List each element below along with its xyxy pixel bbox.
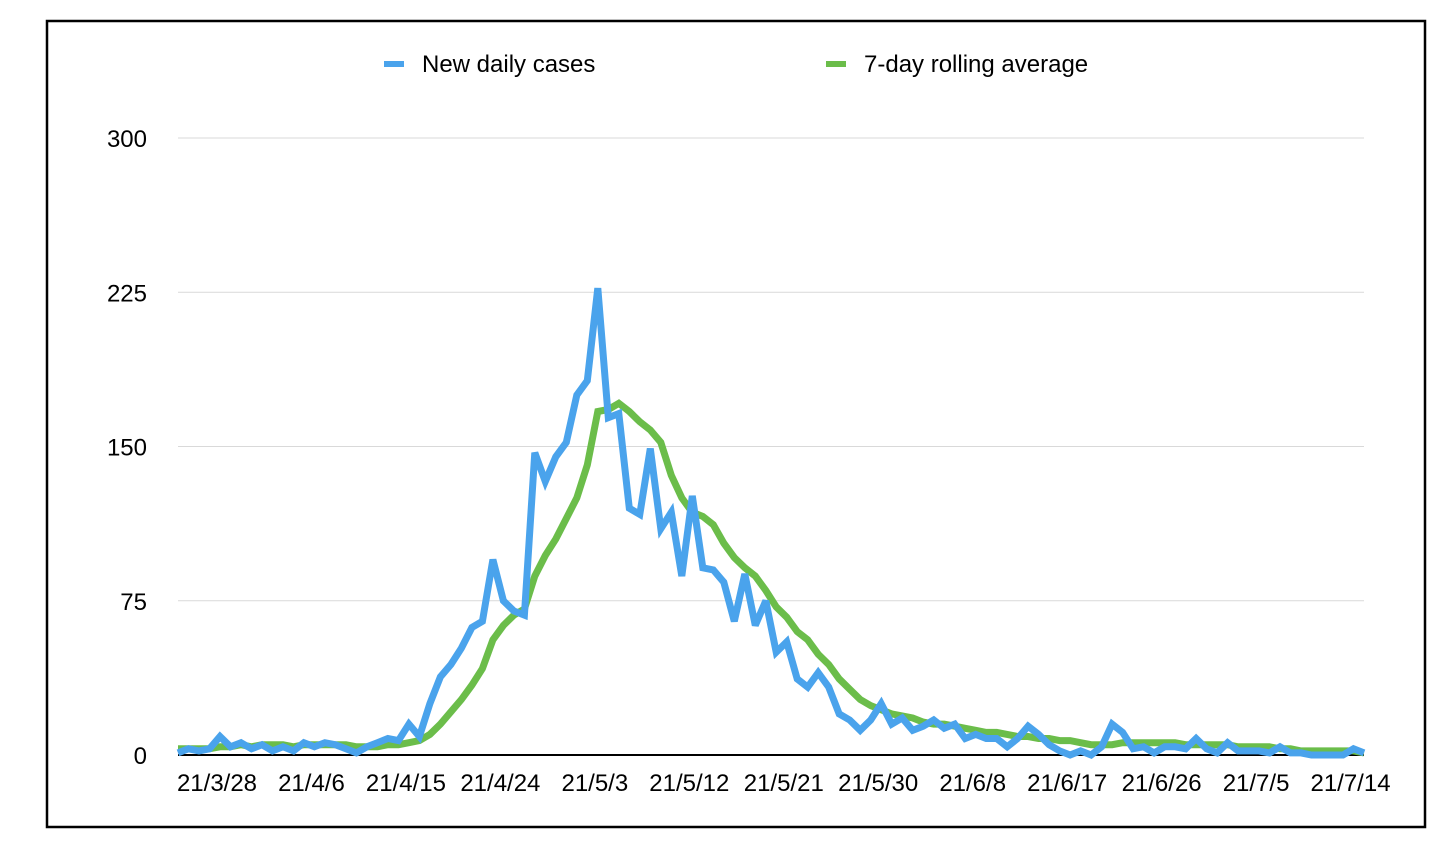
x-tick-label: 21/4/15 [366, 770, 446, 797]
series-line-new-daily-cases [176, 287, 1366, 759]
x-tick-label: 21/4/6 [278, 770, 345, 797]
x-tick-label: 21/5/12 [649, 770, 729, 797]
series-lines [176, 287, 1366, 759]
x-tick-label: 21/6/17 [1027, 770, 1107, 797]
chart-frame [45, 19, 1427, 829]
x-tick-label: 21/7/5 [1223, 770, 1290, 797]
y-tick-label: 75 [120, 589, 147, 616]
x-tick-label: 21/5/3 [561, 770, 628, 797]
y-tick-label: 150 [107, 435, 147, 462]
x-tick-label: 21/3/28 [177, 770, 257, 797]
x-tick-label: 21/6/26 [1122, 770, 1202, 797]
x-tick-label: 21/7/14 [1310, 770, 1390, 797]
x-tick-label: 21/4/24 [460, 770, 540, 797]
legend-label-7-day-rolling-average: 7-day rolling average [864, 51, 1088, 78]
x-axis-ticks: 21/3/28 21/4/6 21/4/15 21/4/24 21/5/3 21/5/12… [177, 770, 1391, 797]
x-tick-label: 21/5/21 [744, 770, 824, 797]
gridlines [178, 137, 1364, 756]
y-tick-label: 225 [107, 280, 147, 307]
x-tick-label: 21/6/8 [939, 770, 1006, 797]
legend: New daily cases 7-day rolling average [384, 51, 1088, 78]
y-tick-label: 0 [134, 743, 147, 770]
x-tick-label: 21/5/30 [838, 770, 918, 797]
y-tick-label: 300 [107, 126, 147, 153]
y-axis-ticks: 0 75 150 225 300 [107, 126, 147, 770]
legend-label-new-daily-cases: New daily cases [422, 51, 595, 78]
